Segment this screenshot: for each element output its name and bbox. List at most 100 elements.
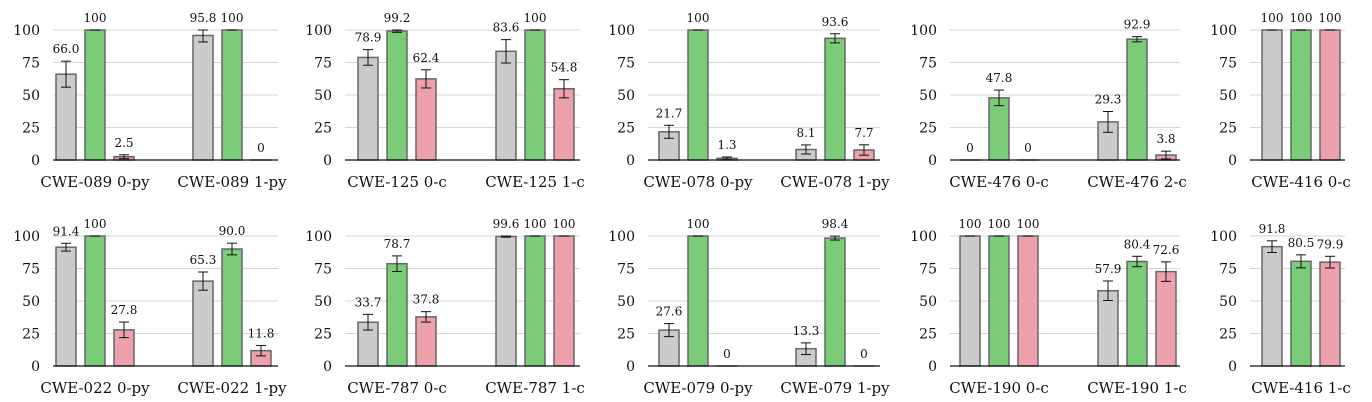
bar	[687, 29, 709, 161]
data-label: 54.8	[551, 61, 578, 75]
chart-panel-3: 0 25 50 75 100 21.7 100 1.3 CWE-078 0-py 8.1 93.6 7…	[608, 11, 890, 191]
y-tick-label: 75	[1219, 262, 1237, 278]
y-tick-label: 50	[22, 294, 40, 310]
y-tick-label: 0	[626, 359, 635, 375]
data-label: 66.0	[53, 42, 80, 56]
bar	[386, 30, 408, 161]
chart-panel-2: 0 25 50 75 100 78.999.2 62.4 CWE-125 0-c 83.6 100…	[305, 11, 585, 191]
y-tick-label: 100	[910, 229, 937, 245]
category-label: CWE-089 0-py	[40, 173, 150, 191]
y-tick-label: 75	[919, 262, 937, 278]
data-label: 100	[1319, 11, 1342, 25]
bar	[959, 235, 981, 367]
data-label: 2.5	[114, 136, 133, 150]
data-label: 29.3	[1095, 93, 1122, 107]
bar	[415, 316, 437, 367]
bar	[55, 246, 77, 367]
data-label: 100	[524, 217, 547, 231]
category-label: CWE-476 2-c	[1087, 173, 1187, 191]
bar	[495, 50, 517, 161]
chart-panel-4: 0 25 50 75 100 0 47.8 0 CWE-476 0-c 29.3 92.9 3.8 CW…	[910, 18, 1187, 191]
y-tick-label: 0	[626, 153, 635, 169]
y-tick-label: 100	[910, 23, 937, 39]
bar	[988, 97, 1010, 161]
y-tick-label: 50	[314, 88, 332, 104]
y-tick-label: 75	[919, 56, 937, 72]
data-label: 100	[553, 217, 576, 231]
bar	[1319, 29, 1341, 161]
y-tick-label: 25	[617, 121, 635, 137]
data-label: 62.4	[413, 51, 440, 65]
category-label: CWE-416 1-c	[1251, 379, 1351, 397]
data-label: 93.6	[822, 15, 849, 29]
bar	[495, 235, 517, 367]
y-tick-label: 50	[1219, 294, 1237, 310]
data-label: 95.8	[190, 11, 217, 25]
data-label: 65.3	[190, 253, 217, 267]
y-tick-label: 75	[617, 262, 635, 278]
chart-panel-5: 0 25 50 75 100 100 100 100 CWE-416 0-c	[1210, 11, 1351, 191]
data-label: 100	[988, 217, 1011, 231]
category-label: CWE-787 0-c	[347, 379, 447, 397]
y-tick-label: 100	[305, 23, 332, 39]
data-label: 0	[966, 141, 974, 155]
y-tick-label: 50	[919, 88, 937, 104]
y-tick-label: 75	[1219, 56, 1237, 72]
data-label: 27.8	[111, 303, 138, 317]
chart-panel-7: 0 25 50 75 100 33.7 78.7 37.8 CWE-787 0-c 99.6 100…	[305, 217, 585, 397]
bar	[386, 262, 408, 367]
bar	[84, 235, 106, 367]
y-tick-label: 50	[617, 88, 635, 104]
data-label: 0	[257, 141, 265, 155]
y-tick-label: 75	[314, 262, 332, 278]
y-tick-label: 100	[305, 229, 332, 245]
y-tick-label: 0	[1228, 359, 1237, 375]
data-label: 83.6	[493, 21, 520, 35]
y-tick-label: 75	[617, 56, 635, 72]
data-label: 33.7	[355, 295, 382, 309]
y-tick-label: 0	[928, 359, 937, 375]
data-label: 78.7	[384, 237, 411, 251]
bar	[1319, 261, 1341, 367]
data-label: 100	[1017, 217, 1040, 231]
bar	[1097, 289, 1119, 367]
category-label: CWE-476 0-c	[949, 173, 1049, 191]
y-tick-label: 0	[31, 153, 40, 169]
y-tick-label: 0	[1228, 153, 1237, 169]
data-label: 3.8	[1156, 132, 1175, 146]
data-label: 100	[221, 11, 244, 25]
data-label: 13.3	[793, 324, 820, 338]
y-tick-label: 50	[314, 294, 332, 310]
y-tick-label: 25	[919, 121, 937, 137]
data-label: 98.4	[822, 217, 849, 231]
category-label: CWE-022 0-py	[40, 379, 150, 397]
bar	[415, 78, 437, 161]
data-label: 90.0	[219, 224, 246, 238]
category-label: CWE-416 0-c	[1251, 173, 1351, 191]
y-tick-label: 100	[1210, 23, 1237, 39]
bar	[824, 237, 846, 367]
y-tick-label: 25	[314, 121, 332, 137]
data-label: 57.9	[1095, 262, 1122, 276]
data-label: 100	[84, 11, 107, 25]
y-tick-label: 25	[919, 327, 937, 343]
data-label: 0	[860, 347, 868, 361]
y-tick-label: 100	[13, 229, 40, 245]
y-tick-label: 0	[323, 153, 332, 169]
data-label: 92.9	[1124, 18, 1151, 32]
data-label: 1.3	[717, 138, 736, 152]
bar	[1155, 270, 1177, 367]
data-label: 21.7	[656, 106, 683, 120]
data-label: 7.7	[854, 126, 873, 140]
chart-panel-6: 0 25 50 75 100 91.4 100 27.8 CWE-022 0-py 65.3 90.…	[13, 217, 287, 397]
data-label: 100	[1261, 11, 1284, 25]
data-label: 47.8	[986, 71, 1013, 85]
data-label: 0	[1024, 141, 1032, 155]
data-label: 99.6	[493, 217, 520, 231]
y-tick-label: 100	[1210, 229, 1237, 245]
category-label: CWE-125 1-c	[485, 173, 585, 191]
y-tick-label: 100	[13, 23, 40, 39]
y-tick-label: 50	[1219, 88, 1237, 104]
data-label: 80.5	[1288, 236, 1315, 250]
